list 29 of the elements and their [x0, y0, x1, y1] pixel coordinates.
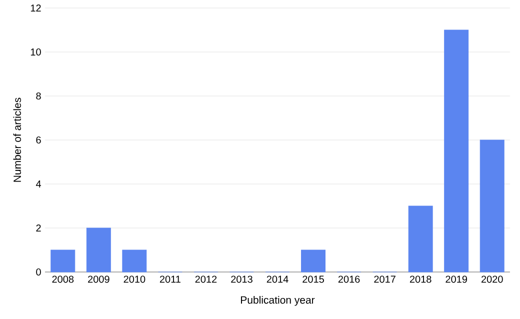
- y-tick-label: 4: [36, 180, 42, 188]
- x-tick-label: 2014: [266, 276, 288, 283]
- x-tick-label: 2020: [481, 276, 503, 283]
- y-axis-title: Number of articles: [13, 98, 21, 182]
- x-tick-label: 2012: [195, 276, 217, 283]
- y-tick-label: 0: [36, 268, 41, 276]
- x-axis-title: Publication year: [241, 296, 315, 306]
- bar: [86, 228, 111, 272]
- x-tick-label: 2016: [338, 276, 360, 283]
- x-tick-label: 2019: [446, 276, 468, 283]
- bar: [50, 250, 76, 272]
- y-tick-label: 2: [36, 224, 41, 232]
- x-tick-label: 2008: [52, 276, 74, 283]
- bar: [480, 140, 504, 272]
- bar: [444, 30, 469, 272]
- y-tick-label: 10: [30, 48, 41, 56]
- y-tick-label: 6: [36, 136, 41, 144]
- y-tick-label: 8: [36, 92, 41, 100]
- x-tick-label: 2018: [410, 276, 432, 283]
- y-tick-label: 12: [30, 4, 41, 12]
- x-tick-label: 2011: [160, 276, 180, 283]
- bar: [122, 250, 147, 272]
- x-tick-label: 2013: [231, 276, 252, 283]
- x-tick-label: 2010: [124, 276, 146, 283]
- x-tick-label: 2009: [88, 276, 110, 283]
- x-tick-label: 2015: [302, 276, 324, 283]
- x-tick-label: 2017: [374, 276, 396, 283]
- bar: [408, 206, 433, 272]
- bar: [301, 250, 326, 272]
